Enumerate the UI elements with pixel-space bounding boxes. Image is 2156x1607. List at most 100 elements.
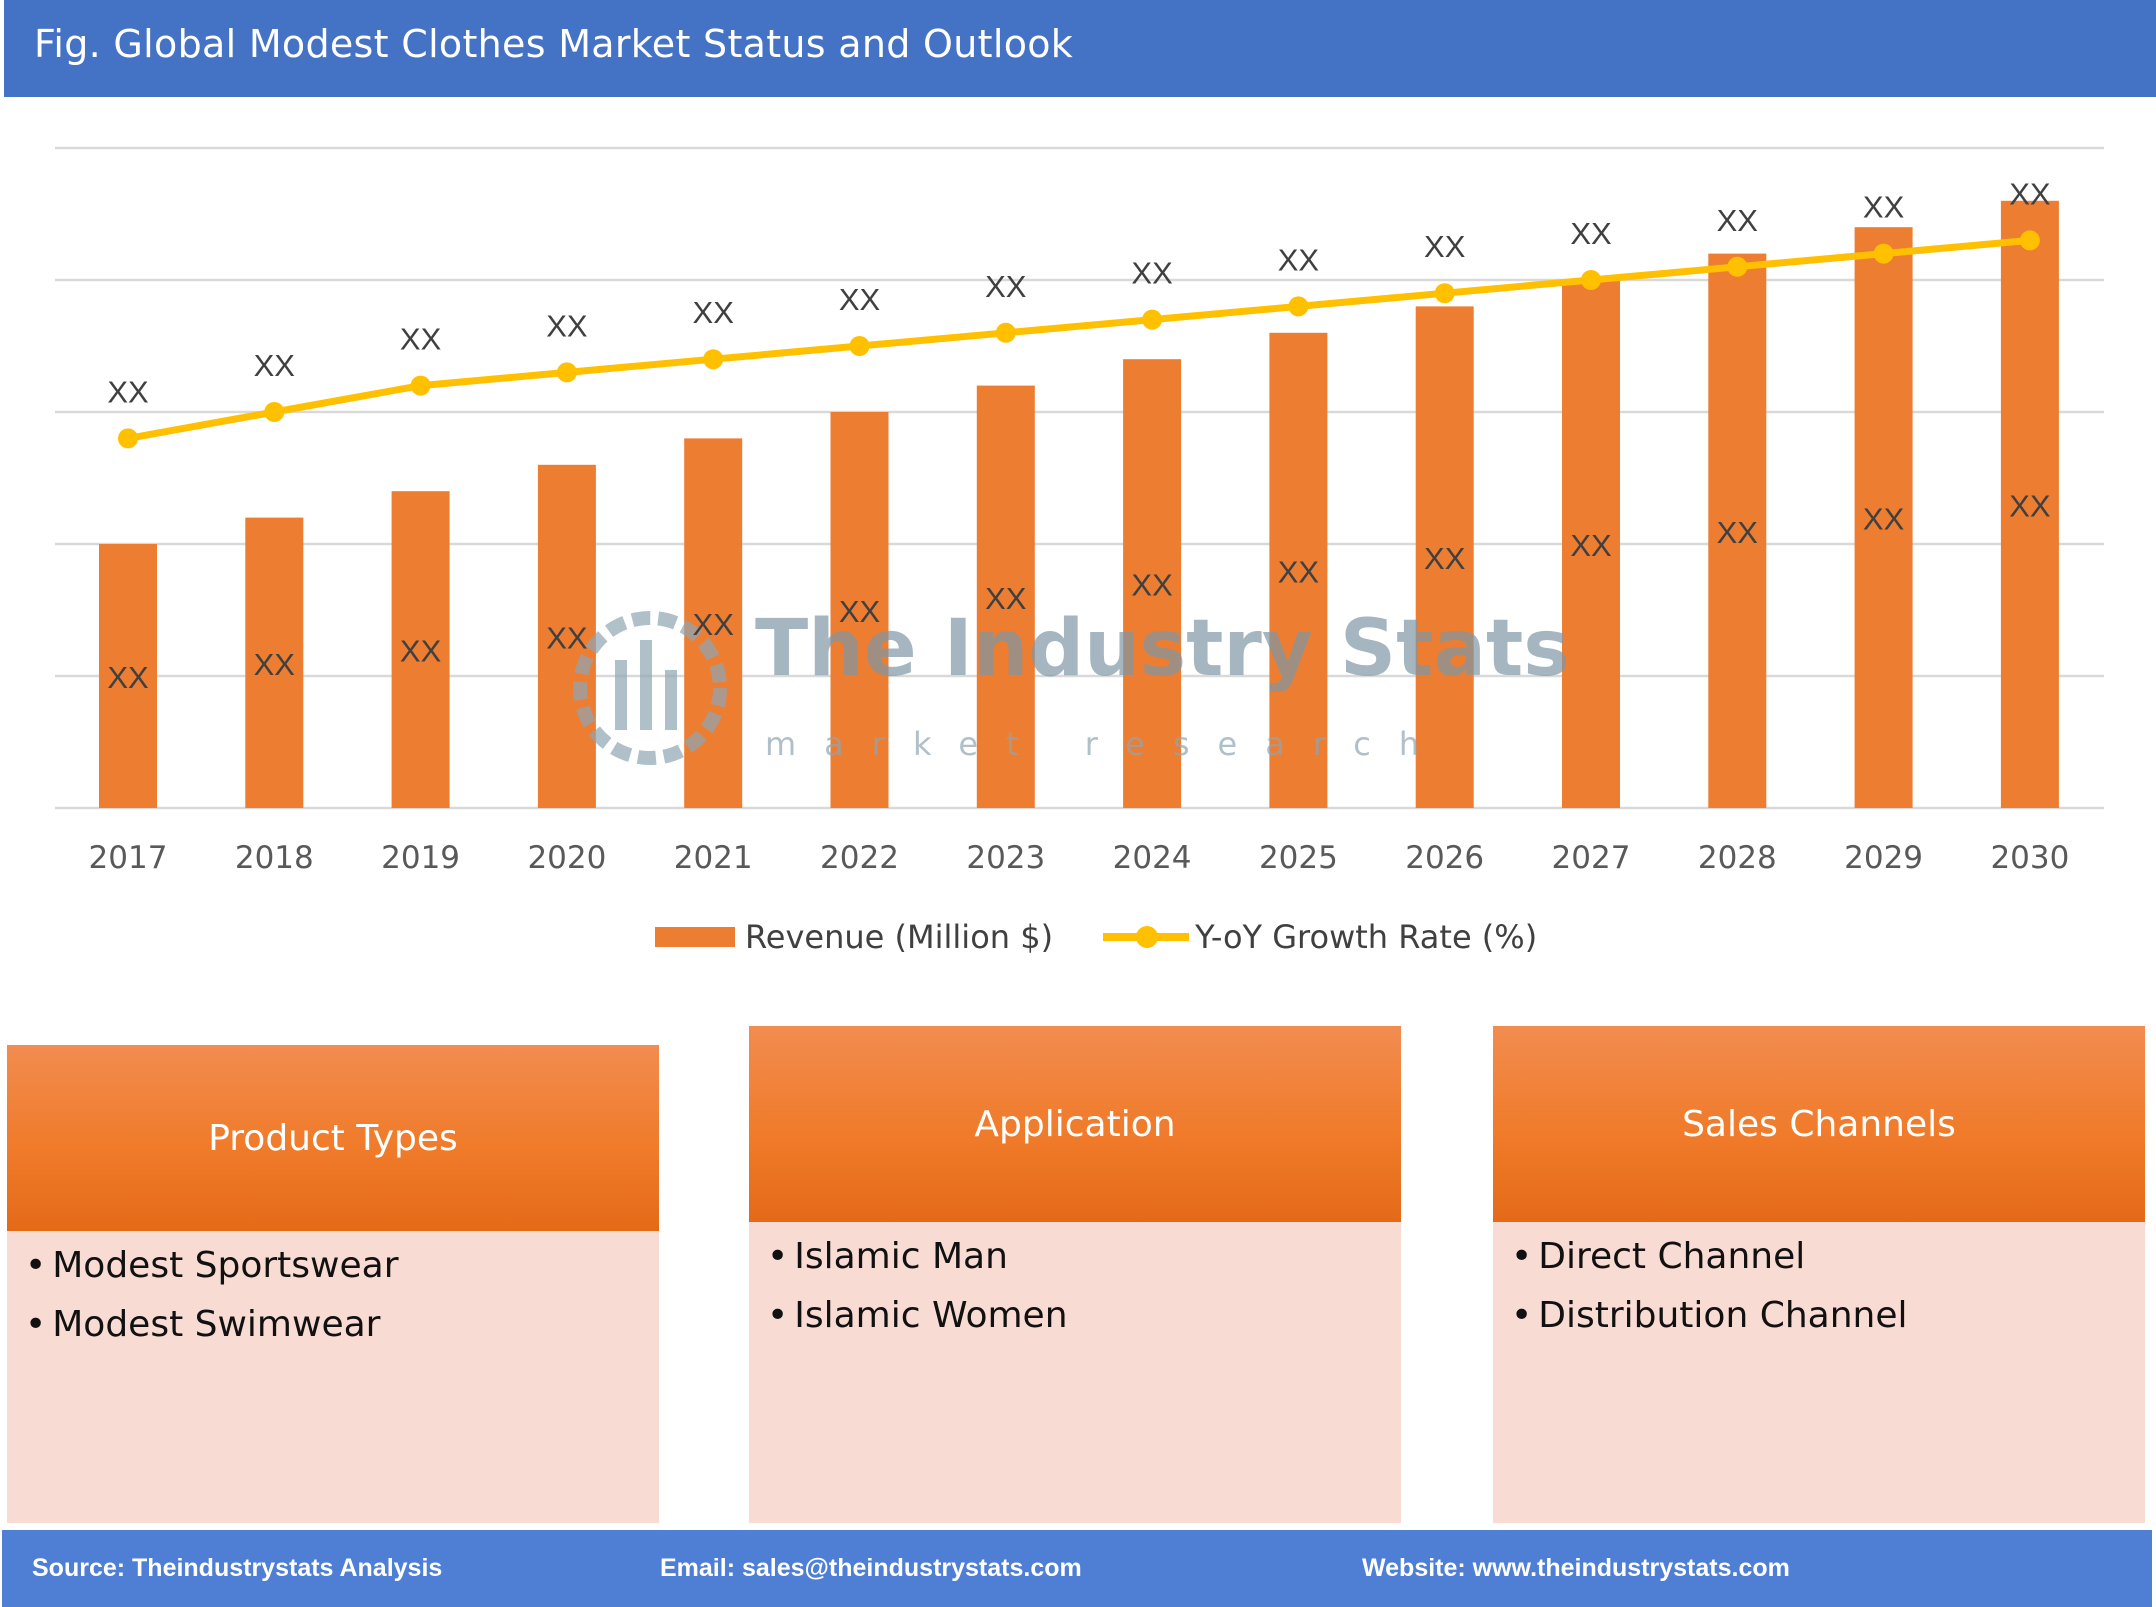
bar-data-label: XX	[107, 660, 149, 695]
footer-website[interactable]: Website: www.theindustrystats.com	[1362, 1554, 1790, 1582]
footer-source: Source: Theindustrystats Analysis	[32, 1554, 443, 1582]
bar-2022	[830, 412, 889, 808]
growth-point-2028	[1727, 256, 1748, 277]
line-data-label: XX	[2009, 176, 2051, 211]
growth-point-2025	[1288, 296, 1309, 317]
segment-sales-channels: Sales Channels Direct Channel Distributi…	[1493, 1026, 2145, 1523]
x-tick-label: 2029	[1844, 840, 1923, 876]
line-data-label: XX	[1863, 190, 1905, 225]
segment-list: Islamic Man Islamic Women	[767, 1236, 1068, 1354]
bar-data-label: XX	[2009, 488, 2051, 523]
list-item: Islamic Women	[767, 1295, 1067, 1336]
watermark-bar-icon	[640, 640, 652, 730]
watermark-gear-icon	[573, 611, 727, 765]
watermark-bar-icon	[665, 670, 677, 730]
bar-data-label: XX	[1424, 541, 1466, 576]
bar-2026	[1415, 306, 1474, 808]
x-tick-label: 2017	[89, 840, 168, 876]
bar-data-label: XX	[693, 607, 735, 642]
growth-point-2017	[118, 428, 138, 449]
x-tick-label: 2021	[674, 840, 753, 876]
revenue-growth-chart: The Industry Stats market research XX XX X…	[55, 146, 2104, 876]
line-data-label: XX	[1424, 229, 1466, 264]
segment-header: Application	[749, 1026, 1401, 1222]
line-data-label: XX	[985, 269, 1027, 304]
x-tick-label: 2023	[966, 840, 1045, 876]
bar-2017	[99, 544, 157, 808]
watermark-bar-icon	[615, 660, 627, 730]
bar-2023	[976, 385, 1035, 808]
segment-list: Direct Channel Distribution Channel	[1511, 1236, 1908, 1354]
growth-point-2018	[264, 402, 285, 422]
line-data-label: XX	[1717, 203, 1759, 238]
growth-line	[127, 236, 2031, 442]
bar-2027	[1562, 280, 1620, 808]
list-item: Islamic Man	[767, 1236, 1068, 1277]
x-tick-label: 2030	[1990, 840, 2069, 876]
growth-point-2022	[849, 336, 870, 356]
segment-product-types: Product Types Modest Sportswear Modest S…	[7, 1045, 659, 1523]
growth-point-2029	[1873, 243, 1894, 264]
bar-2025	[1269, 332, 1328, 808]
bar-2024	[1123, 359, 1182, 808]
x-tick-label: 2019	[381, 840, 460, 876]
legend-swatch-revenue	[655, 927, 735, 947]
x-tick-label: 2027	[1552, 840, 1631, 876]
x-tick-label: 2025	[1259, 840, 1338, 876]
x-tick-label: 2020	[527, 840, 606, 876]
x-tick-label: 2028	[1698, 840, 1777, 876]
list-item: Direct Channel	[1511, 1236, 1908, 1277]
growth-point-2021	[703, 349, 724, 370]
bar-2028	[1708, 253, 1767, 809]
bar-data-label: XX	[254, 647, 296, 682]
growth-point-2024	[1142, 309, 1163, 330]
list-item: Distribution Channel	[1511, 1295, 1907, 1336]
footer-email[interactable]: Email: sales@theindustrystats.com	[660, 1554, 1082, 1582]
bar-data-label: XX	[1131, 568, 1173, 603]
line-data-label: XX	[1131, 256, 1173, 291]
bar-2020	[537, 464, 596, 808]
bar-2029	[1854, 227, 1913, 808]
line-data-label: XX	[693, 295, 735, 330]
x-tick-label: 2026	[1405, 840, 1484, 876]
segment-header: Product Types	[7, 1045, 659, 1231]
x-tick-label: 2024	[1113, 840, 1192, 876]
list-item: Modest Sportswear	[25, 1245, 398, 1286]
segment-header: Sales Channels	[1493, 1026, 2145, 1222]
footer-bar: Source: Theindustrystats Analysis Email:…	[2, 1530, 2152, 1607]
watermark-name: The Industry Stats	[755, 604, 1570, 694]
growth-point-2026	[1434, 283, 1455, 304]
title-bar: Fig. Global Modest Clothes Market Status…	[4, 0, 2156, 97]
bar-2030	[2000, 200, 2059, 809]
segment-list: Modest Sportswear Modest Swimwear	[25, 1245, 399, 1363]
bar-data-label: XX	[839, 594, 881, 629]
watermark-logo: The Industry Stats market research	[573, 604, 1570, 765]
bar-2019	[391, 491, 450, 808]
legend-label-growth: Y-oY Growth Rate (%)	[1195, 918, 1538, 956]
growth-point-2019	[410, 375, 431, 396]
bar-data-label: XX	[1717, 515, 1759, 550]
bar-data-label: XX	[1278, 554, 1320, 589]
x-tick-label: 2022	[820, 840, 899, 876]
line-data-label: XX	[546, 308, 588, 343]
bar-data-label: XX	[1863, 502, 1905, 537]
line-data-label: XX	[400, 322, 442, 357]
list-item: Modest Swimwear	[25, 1304, 399, 1345]
bar-data-label: XX	[400, 634, 442, 669]
watermark-tagline: market research	[765, 725, 1447, 763]
bar-data-label: XX	[1570, 528, 1612, 563]
line-data-label: XX	[1570, 216, 1612, 251]
chart-legend: Revenue (Million $) Y-oY Growth Rate (%)	[655, 918, 1537, 956]
bar-2018	[245, 517, 304, 808]
page-title: Fig. Global Modest Clothes Market Status…	[34, 22, 1074, 66]
line-data-label: XX	[254, 348, 296, 383]
line-data-label: XX	[839, 282, 881, 317]
growth-point-2020	[556, 362, 577, 383]
line-data-label: XX	[107, 374, 149, 409]
segment-application: Application Islamic Man Islamic Women	[749, 1026, 1401, 1523]
line-data-label: XX	[1278, 242, 1320, 277]
bar-data-label: XX	[546, 620, 588, 655]
bar-data-label: XX	[985, 581, 1027, 616]
growth-point-2027	[1581, 270, 1601, 290]
x-tick-label: 2018	[235, 840, 314, 876]
